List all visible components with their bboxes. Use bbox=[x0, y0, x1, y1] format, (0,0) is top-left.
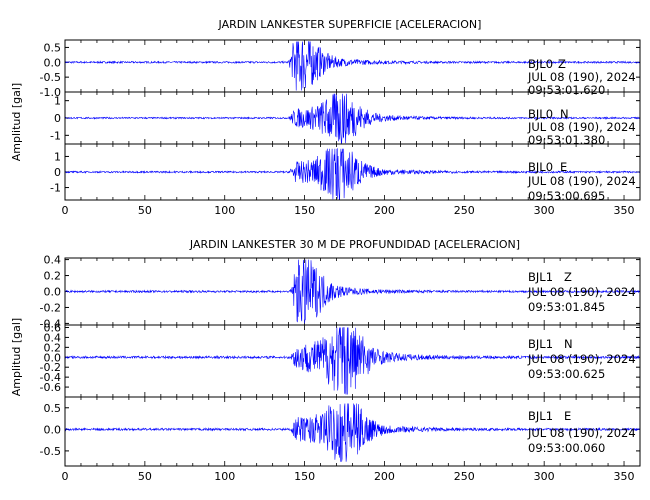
label-component: Z bbox=[558, 57, 566, 71]
x-tick-label: 150 bbox=[294, 204, 315, 217]
label-date: JUL 08 (190), 2024 bbox=[527, 174, 636, 188]
label-time: 09:53:00.625 bbox=[528, 367, 605, 381]
y-tick-label: 0 bbox=[54, 166, 61, 179]
y-tick-label: 0.0 bbox=[44, 351, 62, 364]
panel-bjl0-e-frame bbox=[64, 143, 641, 201]
x-tick-label: 100 bbox=[214, 470, 235, 483]
x-tick-label: 0 bbox=[62, 470, 69, 483]
label-station: BJL1 bbox=[528, 337, 553, 351]
x-tick-label: 350 bbox=[614, 470, 635, 483]
panel-bjl0-n: 1 0 -1 BJL0 N JUL 08 (190), 2024 09:53:01.… bbox=[50, 91, 641, 147]
x-tick-label: 350 bbox=[614, 204, 635, 217]
y-tick-label: -0.6 bbox=[40, 381, 61, 394]
label-time: 09:53:01.845 bbox=[528, 300, 605, 314]
panel-bjl1-z-ticks: 0.4 0.2 0.0 -0.2 -0.4 bbox=[40, 254, 641, 330]
label-component: Z bbox=[564, 270, 572, 284]
x-tick-label: 50 bbox=[138, 470, 152, 483]
label-station: BJL1 bbox=[528, 409, 553, 423]
x-tick-label: 250 bbox=[454, 470, 475, 483]
y-tick-label: -0.5 bbox=[40, 71, 61, 84]
y-tick-label: -0.4 bbox=[40, 317, 61, 330]
y-tick-label: -0.2 bbox=[40, 361, 61, 374]
label-time: 09:53:00.695 bbox=[528, 189, 605, 203]
trace-bjl0-e bbox=[65, 147, 641, 200]
label-component: E bbox=[564, 409, 571, 423]
y-tick-label: 0.4 bbox=[44, 331, 62, 344]
label-station: BJL0 bbox=[528, 57, 553, 71]
x-tick-label: 200 bbox=[374, 204, 395, 217]
label-component: N bbox=[560, 107, 569, 121]
x-tick-label: 300 bbox=[534, 204, 555, 217]
label-time: 09:53:01.380 bbox=[528, 133, 605, 147]
x-tick-label: 100 bbox=[214, 204, 235, 217]
label-time: 09:53:01.620 bbox=[528, 83, 605, 97]
trace-bjl0-z bbox=[64, 41, 641, 91]
y-tick-label: 0.4 bbox=[44, 254, 62, 267]
x-tick-label: 0 bbox=[62, 204, 69, 217]
panel-bjl1-e-ticks: 0.5 0.0 -0.5 bbox=[40, 397, 641, 466]
label-date: JUL 08 (190), 2024 bbox=[527, 285, 636, 299]
panel-bjl1-z: 0.4 0.2 0.0 -0.2 -0.4 BJL1 Z JUL 08 (190), 2… bbox=[40, 254, 641, 330]
figure-2-ylabel: Amplitud [gal] bbox=[10, 318, 23, 396]
y-tick-label: 0.6 bbox=[44, 321, 62, 334]
y-tick-label: 0.2 bbox=[44, 341, 62, 354]
label-station: BJL0 bbox=[528, 107, 553, 121]
trace-bjl0-n bbox=[64, 93, 640, 144]
y-tick-label: -1.0 bbox=[40, 86, 61, 99]
label-time: 09:53:00.060 bbox=[528, 441, 605, 455]
label-date: JUL 08 (190), 2024 bbox=[527, 120, 636, 134]
x-tick-label: 150 bbox=[294, 470, 315, 483]
panel-bjl1-e-frame bbox=[64, 396, 641, 467]
y-tick-label: 0.0 bbox=[44, 286, 62, 299]
y-tick-label: 0.0 bbox=[44, 56, 62, 69]
label-component: E bbox=[560, 160, 567, 174]
x-tick-label: 200 bbox=[374, 470, 395, 483]
figure-profundidad: JARDIN LANKESTER 30 M DE PROFUNDIDAD [AC… bbox=[10, 238, 641, 483]
label-station: BJL1 bbox=[528, 270, 553, 284]
y-tick-label: -0.4 bbox=[40, 371, 61, 384]
figure-1-ylabel: Amplitud [gal] bbox=[10, 83, 23, 161]
y-tick-label: 0 bbox=[54, 112, 61, 125]
label-date: JUL 08 (190), 2024 bbox=[527, 426, 636, 440]
figure-superficie: JARDIN LANKESTER SUPERFICIE [ACELERACION… bbox=[10, 18, 641, 217]
y-tick-label: 1 bbox=[54, 150, 61, 163]
panel-bjl0-e: 1 0 -1 BJL0 E JUL 08 (190), 2024 09:53:00.… bbox=[50, 143, 641, 203]
x-tick-label: 50 bbox=[138, 204, 152, 217]
y-tick-label: 0.0 bbox=[44, 423, 62, 436]
label-date: JUL 08 (190), 2024 bbox=[527, 352, 636, 366]
label-station: BJL0 bbox=[528, 160, 553, 174]
figure-2-title: JARDIN LANKESTER 30 M DE PROFUNDIDAD [AC… bbox=[189, 238, 520, 251]
x-axis-1: 0 50 100 150 200 250 300 350 bbox=[62, 204, 635, 217]
x-tick-label: 300 bbox=[534, 470, 555, 483]
label-component: N bbox=[564, 337, 573, 351]
y-tick-label: 1 bbox=[54, 95, 61, 108]
y-tick-label: 0.5 bbox=[44, 402, 62, 415]
panel-bjl1-e: 0.5 0.0 -0.5 BJL1 E JUL 08 (190), 2024 09:… bbox=[40, 396, 641, 467]
figure-1-title: JARDIN LANKESTER SUPERFICIE [ACELERACION… bbox=[218, 18, 482, 31]
y-tick-label: 0.5 bbox=[44, 41, 62, 54]
y-tick-label: -1 bbox=[50, 129, 61, 142]
trace-bjl1-z bbox=[64, 259, 641, 324]
x-axis-2: 0 50 100 150 200 250 300 350 bbox=[62, 470, 635, 483]
x-tick-label: 250 bbox=[454, 204, 475, 217]
label-date: JUL 08 (190), 2024 bbox=[527, 70, 636, 84]
trace-bjl1-n bbox=[64, 327, 641, 395]
panel-bjl1-n: 0.60.40.20.0-0.2-0.4-0.6 BJL1 N JUL 08 (… bbox=[40, 321, 641, 398]
y-tick-label: -0.5 bbox=[40, 445, 61, 458]
panel-bjl0-z: 0.5 0.0 -0.5 -1.0 BJL0 Z JUL 08 (190), 2024… bbox=[40, 39, 641, 99]
trace-bjl1-e bbox=[64, 403, 641, 462]
y-tick-label: 0.2 bbox=[44, 270, 62, 283]
y-tick-label: -1 bbox=[50, 182, 61, 195]
y-tick-label: -0.2 bbox=[40, 301, 61, 314]
